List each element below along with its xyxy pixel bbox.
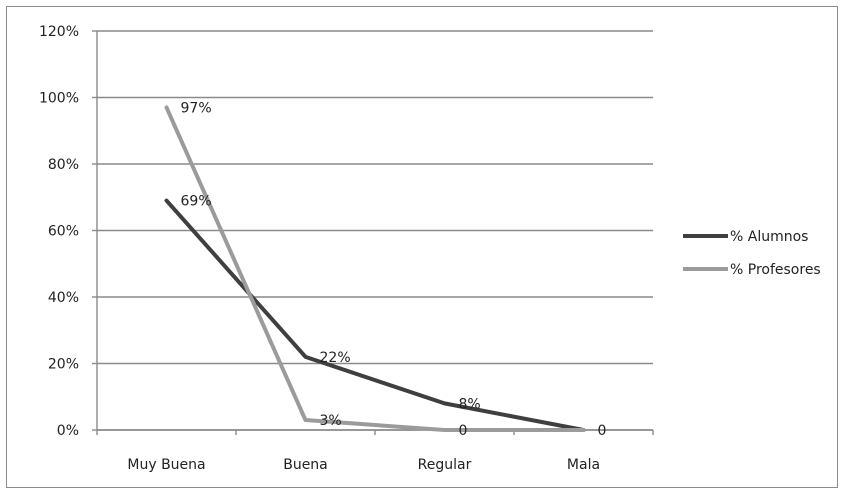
x-tick-label: Regular bbox=[418, 457, 472, 473]
data-label: 69% bbox=[181, 194, 212, 210]
x-tick-label: Muy Buena bbox=[127, 457, 205, 473]
x-tick-label: Mala bbox=[567, 457, 600, 473]
line-chart: 0% 20% 40% 60% 80% 100% 120% Muy Buena Buena Regu… bbox=[7, 7, 837, 487]
data-label: 3% bbox=[320, 413, 342, 429]
data-label: 0 bbox=[459, 423, 468, 439]
legend-label: % Profesores bbox=[730, 262, 821, 278]
y-tick-label: 20% bbox=[48, 357, 79, 373]
y-tick-label: 100% bbox=[39, 91, 79, 107]
y-tick-label: 0% bbox=[57, 423, 79, 439]
y-tick-label: 80% bbox=[48, 157, 79, 173]
data-label: 97% bbox=[181, 100, 212, 116]
y-tick-label: 120% bbox=[39, 24, 79, 40]
x-tick-label: Buena bbox=[283, 457, 328, 473]
y-tick-label: 40% bbox=[48, 290, 79, 306]
data-label: 22% bbox=[320, 350, 351, 366]
series-line-1 bbox=[167, 201, 584, 430]
y-tick-label: 60% bbox=[48, 224, 79, 240]
data-label: 8% bbox=[459, 396, 481, 412]
chart-frame: 0% 20% 40% 60% 80% 100% 120% Muy Buena Buena Regu… bbox=[6, 6, 838, 488]
data-label: 0 bbox=[598, 423, 607, 439]
legend-label: % Alumnos bbox=[730, 229, 808, 245]
